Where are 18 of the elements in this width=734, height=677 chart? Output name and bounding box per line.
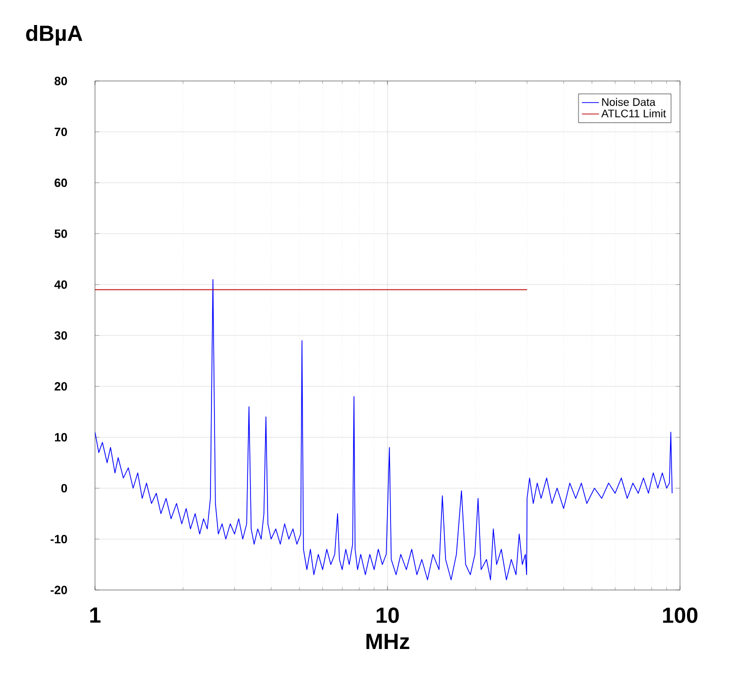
x-tick-label: 1 — [90, 608, 100, 623]
y-axis-title: dBµA — [26, 24, 82, 46]
y-tick-label: 60 — [54, 178, 67, 188]
y-tick-label: 10 — [54, 433, 67, 442]
y-tick-label: -10 — [50, 534, 67, 544]
y-tick-label: 70 — [54, 128, 67, 136]
y-tick-label: 40 — [54, 280, 67, 289]
y-tick-label: -20 — [50, 586, 67, 594]
y-tick-label: 20 — [54, 382, 67, 391]
y-tick-label: 0 — [61, 484, 67, 492]
y-tick-label: 30 — [54, 331, 67, 340]
x-axis-title: MHz — [366, 634, 410, 649]
legend-label: ATLC11 Limit — [601, 109, 666, 118]
x-tick-label: 10 — [376, 607, 399, 624]
legend-label: Noise Data — [602, 98, 656, 106]
x-tick-label: 100 — [663, 607, 698, 624]
y-tick-label: 50 — [54, 229, 67, 238]
y-tick-label: 80 — [54, 76, 67, 86]
